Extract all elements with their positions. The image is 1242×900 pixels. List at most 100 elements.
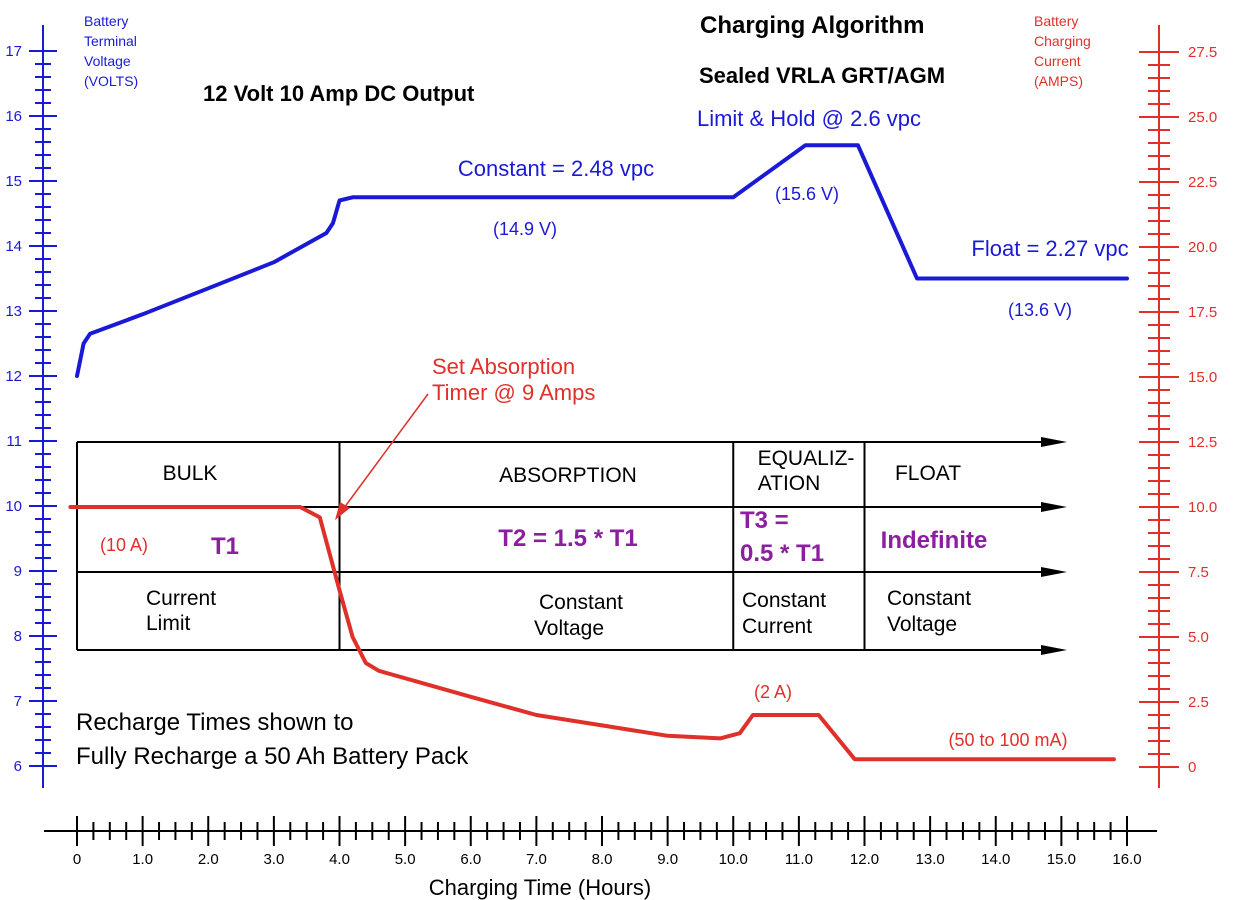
right-axis-label-line: (AMPS) bbox=[1034, 73, 1083, 89]
phase-value-equalization-line: T3 = bbox=[740, 507, 789, 534]
left-axis-label: Battery Terminal Voltage (VOLTS) bbox=[84, 13, 138, 89]
series-layer bbox=[68, 143, 1129, 762]
output-label: 12 Volt 10 Amp DC Output bbox=[203, 81, 475, 106]
left-axis-label-line: Battery bbox=[84, 13, 128, 29]
current-series-line bbox=[68, 505, 1116, 762]
annotation-constant: Constant = 2.48 vpc bbox=[458, 156, 654, 181]
phase-mode-bulk-line: Current bbox=[146, 587, 216, 610]
x-tick-label: 2.0 bbox=[198, 851, 219, 868]
x-tick-label: 16.0 bbox=[1112, 851, 1141, 868]
x-tick-label: 15.0 bbox=[1047, 851, 1076, 868]
left-tick-label: 16 bbox=[5, 108, 22, 125]
phase-mode-float-line: Constant bbox=[887, 587, 971, 610]
right-tick-label: 25.0 bbox=[1188, 109, 1217, 126]
left-axis-label-line: Voltage bbox=[84, 53, 131, 69]
right-tick-label: 7.5 bbox=[1188, 564, 1209, 581]
x-tick-label: 14.0 bbox=[981, 851, 1010, 868]
x-time-axis: 0 1.0 2.0 3.0 4.0 5.0 6.0 7.0 8.0 9.0 10.0 11.0 12.0… bbox=[44, 816, 1157, 868]
x-tick-label: 12.0 bbox=[850, 851, 879, 868]
right-tick-label: 15.0 bbox=[1188, 369, 1217, 386]
annotation-voltage-13-6: (13.6 V) bbox=[1008, 300, 1072, 320]
right-tick-label: 12.5 bbox=[1188, 434, 1217, 451]
annotation-amp-float: (50 to 100 mA) bbox=[948, 730, 1067, 750]
annotation-amp-10: (10 A) bbox=[100, 535, 148, 555]
phase-mode-absorption-line: Voltage bbox=[534, 617, 604, 640]
phase-value-absorption: T2 = 1.5 * T1 bbox=[498, 525, 637, 552]
left-tick-label: 17 bbox=[5, 43, 22, 60]
right-tick-label: 0 bbox=[1188, 759, 1196, 776]
phase-name-bulk: BULK bbox=[163, 462, 218, 485]
phase-name-float: FLOAT bbox=[895, 462, 961, 485]
left-tick-label: 11 bbox=[6, 433, 22, 450]
right-axis-label-line: Battery bbox=[1034, 13, 1078, 29]
annotation-absorption-timer-line: Timer @ 9 Amps bbox=[432, 380, 595, 405]
left-voltage-axis: 6 7 8 9 10 11 12 13 14 15 16 17 bbox=[5, 25, 57, 788]
phase-mode-equalization-line: Current bbox=[742, 615, 812, 638]
annotation-voltage-15-6: (15.6 V) bbox=[775, 184, 839, 204]
annotation-absorption-timer-line: Set Absorption bbox=[432, 354, 575, 379]
right-tick-label: 27.5 bbox=[1188, 44, 1217, 61]
absorption-timer-arrowhead bbox=[335, 502, 350, 520]
left-tick-label: 12 bbox=[5, 368, 22, 385]
phase-name-absorption: ABSORPTION bbox=[499, 464, 637, 487]
x-tick-label: 1.0 bbox=[132, 851, 153, 868]
annotation-amp-2: (2 A) bbox=[754, 682, 792, 702]
phase-mode-bulk-line: Limit bbox=[146, 612, 191, 635]
phase-name-equalization-line: EQUALIZ- bbox=[758, 447, 855, 470]
recharge-note-line: Fully Recharge a 50 Ah Battery Pack bbox=[76, 743, 469, 770]
phase-value-float: Indefinite bbox=[881, 527, 988, 554]
phase-labels: BULK ABSORPTION EQUALIZ- ATION FLOAT T1 … bbox=[146, 447, 987, 640]
left-tick-label: 13 bbox=[5, 303, 22, 320]
x-tick-label: 13.0 bbox=[916, 851, 945, 868]
right-axis-label: Battery Charging Current (AMPS) bbox=[1034, 13, 1091, 89]
x-tick-label: 9.0 bbox=[657, 851, 678, 868]
x-axis-label: Charging Time (Hours) bbox=[429, 875, 652, 900]
left-tick-label: 14 bbox=[5, 238, 22, 255]
left-tick-label: 6 bbox=[14, 758, 22, 775]
recharge-note-line: Recharge Times shown to bbox=[76, 709, 353, 736]
absorption-timer-pointer bbox=[343, 393, 429, 509]
phase-mode-float-line: Voltage bbox=[887, 613, 957, 636]
x-tick-label: 3.0 bbox=[263, 851, 284, 868]
annotation-limit-hold: Limit & Hold @ 2.6 vpc bbox=[697, 106, 921, 131]
x-tick-label: 0 bbox=[73, 851, 81, 868]
phase-mode-equalization-line: Constant bbox=[742, 589, 826, 612]
phase-mode-absorption-line: Constant bbox=[539, 591, 623, 614]
phase-row-arrowhead bbox=[1041, 567, 1067, 577]
left-axis-label-line: (VOLTS) bbox=[84, 73, 138, 89]
chart-title: Charging Algorithm bbox=[700, 12, 924, 39]
right-tick-label: 17.5 bbox=[1188, 304, 1217, 321]
left-tick-label: 15 bbox=[5, 173, 22, 190]
right-axis-label-line: Charging bbox=[1034, 33, 1091, 49]
chart-subtitle: Sealed VRLA GRT/AGM bbox=[699, 63, 945, 88]
annotations: Limit & Hold @ 2.6 vpc Constant = 2.48 v… bbox=[76, 106, 1129, 770]
left-tick-label: 7 bbox=[14, 693, 22, 710]
left-tick-label: 9 bbox=[14, 563, 22, 580]
annotation-voltage-14-9: (14.9 V) bbox=[493, 219, 557, 239]
left-axis-label-line: Terminal bbox=[84, 33, 137, 49]
phase-row-arrowhead bbox=[1041, 502, 1067, 512]
right-tick-label: 22.5 bbox=[1188, 174, 1217, 191]
x-tick-label: 7.0 bbox=[526, 851, 547, 868]
right-axis-label-line: Current bbox=[1034, 53, 1081, 69]
voltage-series-line bbox=[75, 143, 1129, 378]
phase-value-equalization-line: 0.5 * T1 bbox=[740, 540, 824, 567]
left-tick-label: 8 bbox=[14, 628, 22, 645]
x-tick-label: 6.0 bbox=[460, 851, 481, 868]
x-tick-label: 8.0 bbox=[592, 851, 613, 868]
phase-row-arrowhead bbox=[1041, 645, 1067, 655]
phase-row-arrowhead bbox=[1041, 437, 1067, 447]
right-tick-label: 5.0 bbox=[1188, 629, 1209, 646]
x-tick-label: 10.0 bbox=[719, 851, 748, 868]
annotation-float: Float = 2.27 vpc bbox=[971, 236, 1128, 261]
phase-name-equalization-line: ATION bbox=[758, 472, 821, 495]
right-tick-label: 2.5 bbox=[1188, 694, 1209, 711]
x-tick-label: 5.0 bbox=[395, 851, 416, 868]
phase-value-bulk: T1 bbox=[211, 533, 239, 560]
x-tick-label: 11.0 bbox=[785, 851, 813, 868]
right-current-axis: 0 2.5 5.0 7.5 10.0 12.5 15.0 17.5 20.0 22.5 25.0 27… bbox=[1139, 25, 1217, 788]
x-tick-label: 4.0 bbox=[329, 851, 350, 868]
right-tick-label: 10.0 bbox=[1188, 499, 1217, 516]
left-tick-label: 10 bbox=[5, 498, 22, 515]
